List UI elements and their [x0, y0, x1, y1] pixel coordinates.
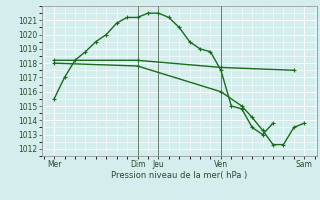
X-axis label: Pression niveau de la mer( hPa ): Pression niveau de la mer( hPa ): [111, 171, 247, 180]
